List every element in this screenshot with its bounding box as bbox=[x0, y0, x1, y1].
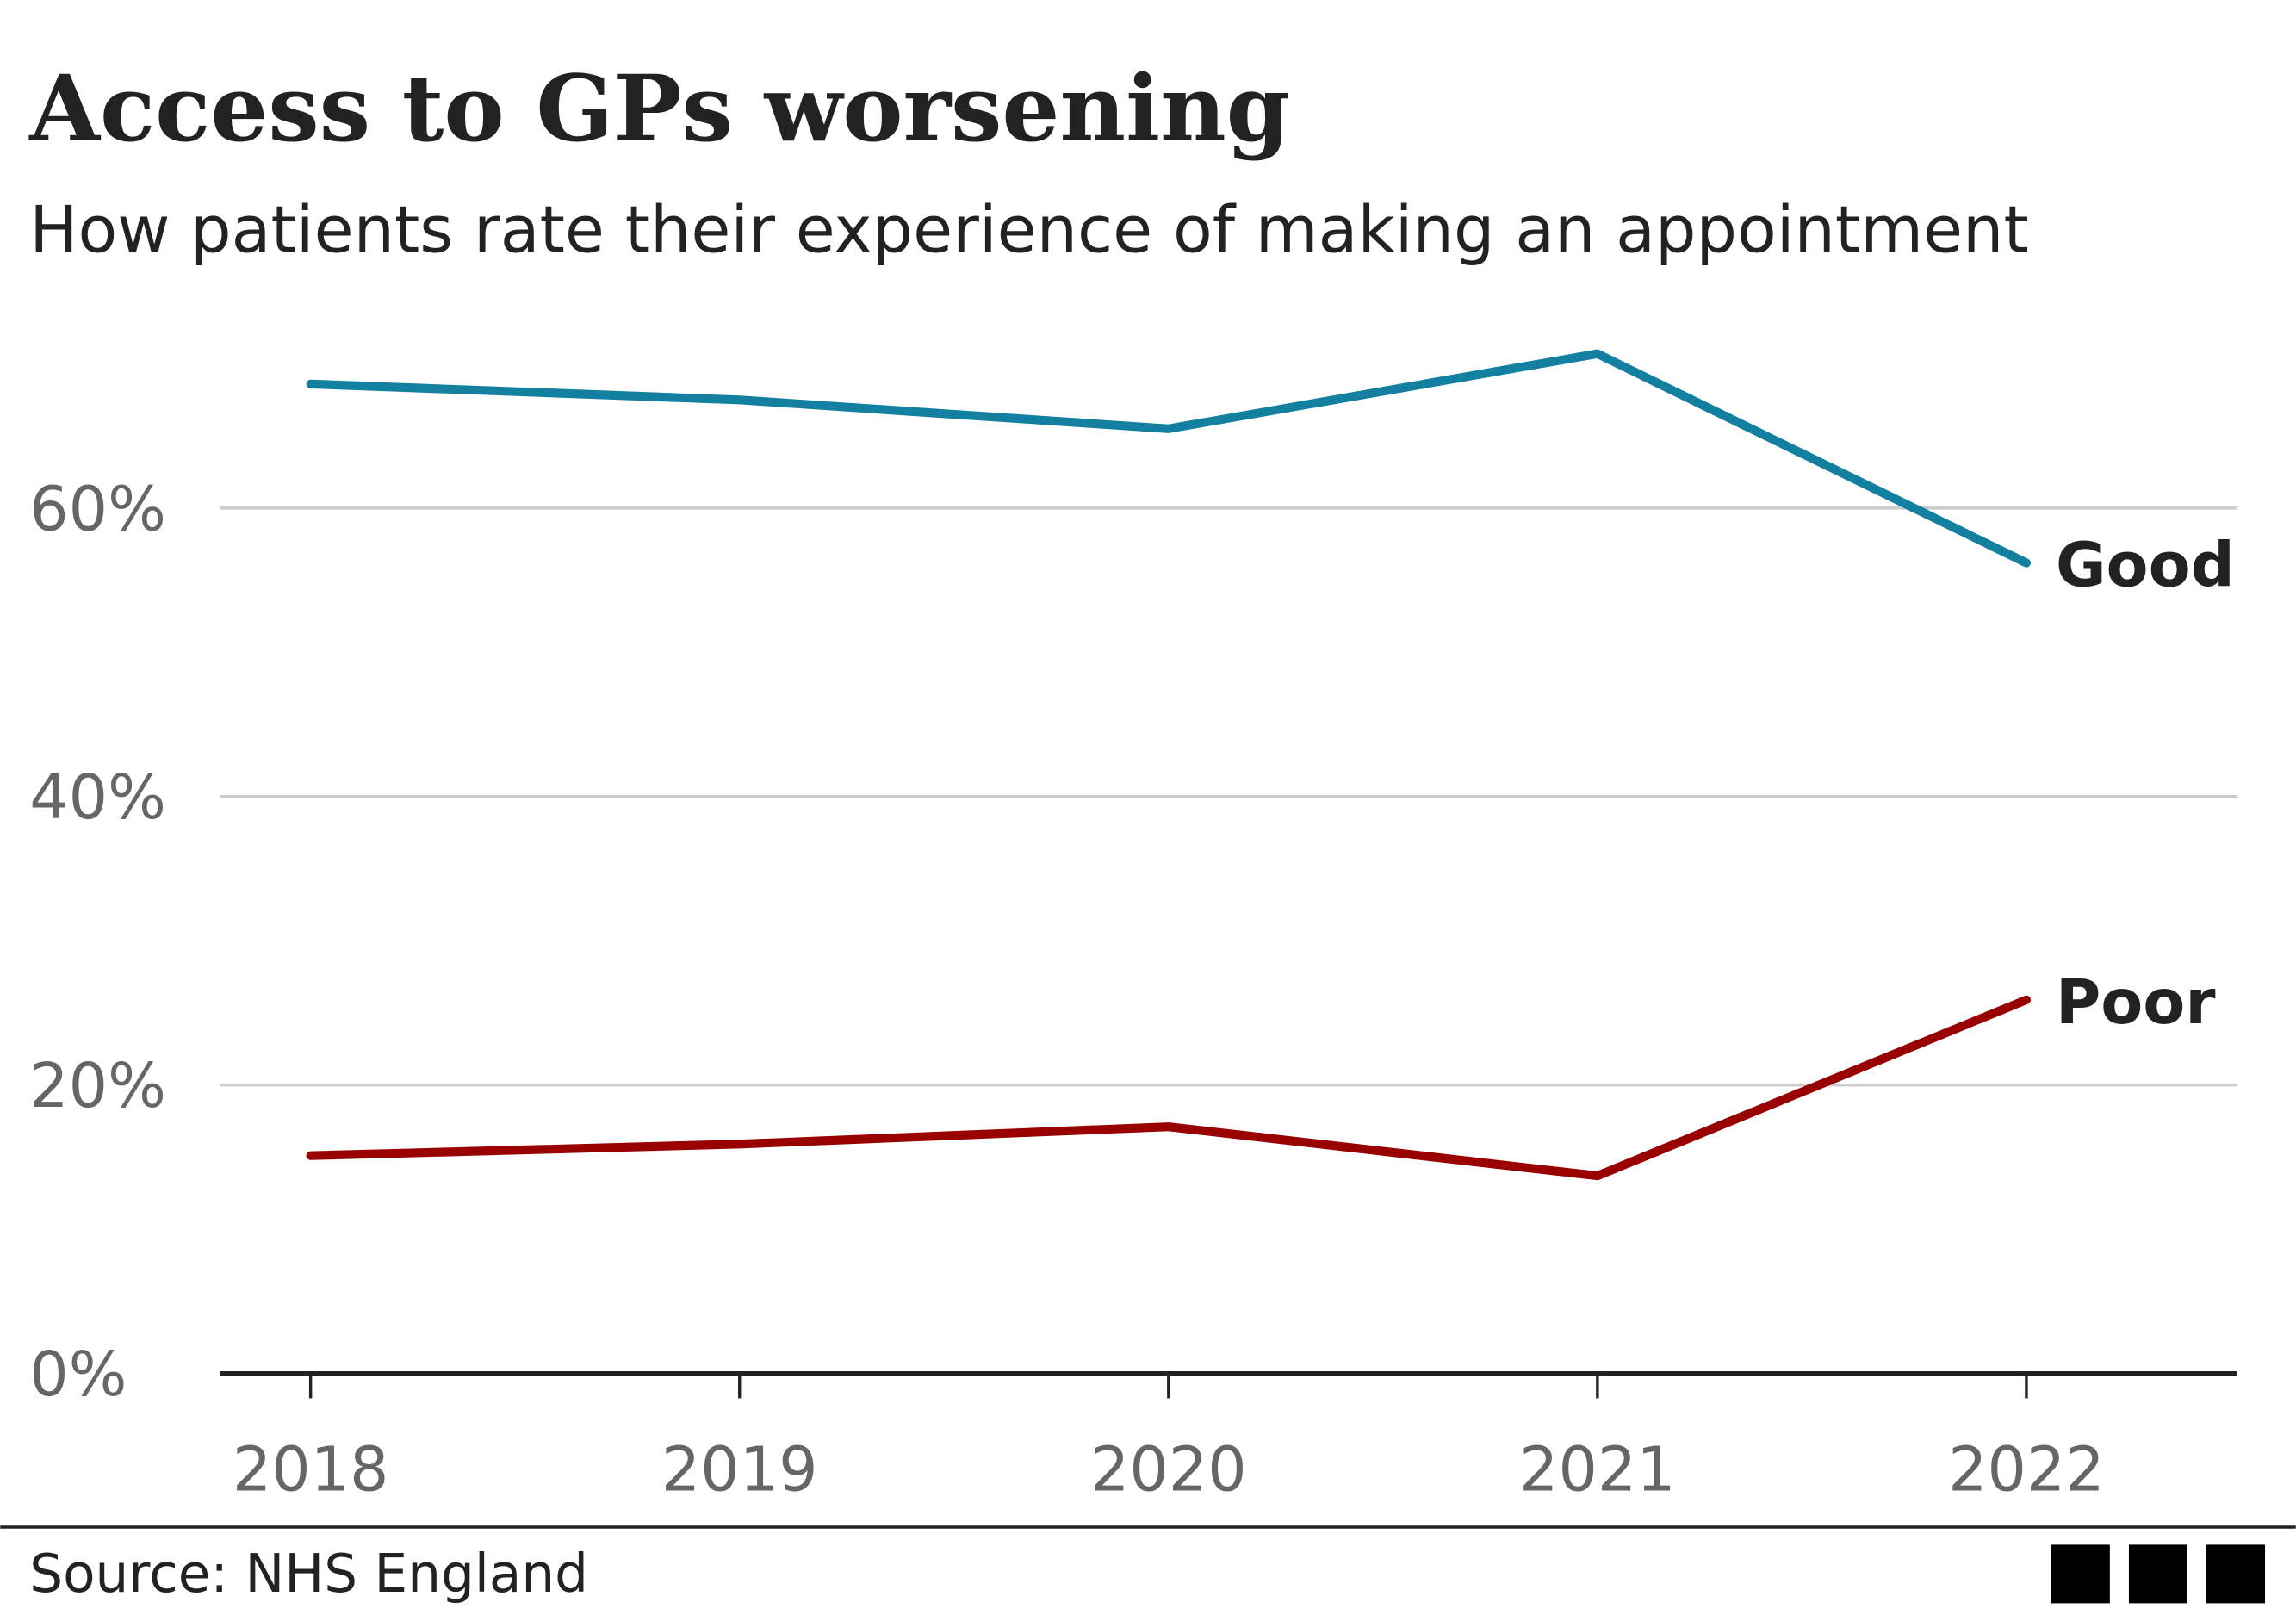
logo-box bbox=[2051, 1544, 2110, 1604]
y-tick-label: 60% bbox=[29, 473, 166, 544]
logo-box bbox=[2206, 1544, 2266, 1604]
y-tick-label: 20% bbox=[29, 1050, 166, 1121]
chart-subtitle: How patients rate their experience of ma… bbox=[29, 192, 2029, 267]
x-tick-label: 2021 bbox=[1519, 1434, 1676, 1506]
chart-title: Access to GPs worsening bbox=[28, 55, 1289, 162]
x-tick-label: 2019 bbox=[661, 1434, 818, 1506]
logo-box bbox=[2128, 1544, 2187, 1604]
x-tick-label: 2020 bbox=[1090, 1434, 1247, 1506]
series-line bbox=[306, 349, 2032, 568]
y-tick-label: 40% bbox=[29, 761, 166, 833]
series-line bbox=[306, 995, 2032, 1181]
series-label: Poor bbox=[2056, 966, 2216, 1038]
x-tick-label: 2018 bbox=[233, 1434, 389, 1506]
x-tick-label: 2022 bbox=[1948, 1434, 2105, 1506]
series-label: Good bbox=[2056, 530, 2235, 601]
source: Source: NHS England bbox=[29, 1544, 588, 1605]
y-tick-label: 0% bbox=[29, 1339, 127, 1410]
